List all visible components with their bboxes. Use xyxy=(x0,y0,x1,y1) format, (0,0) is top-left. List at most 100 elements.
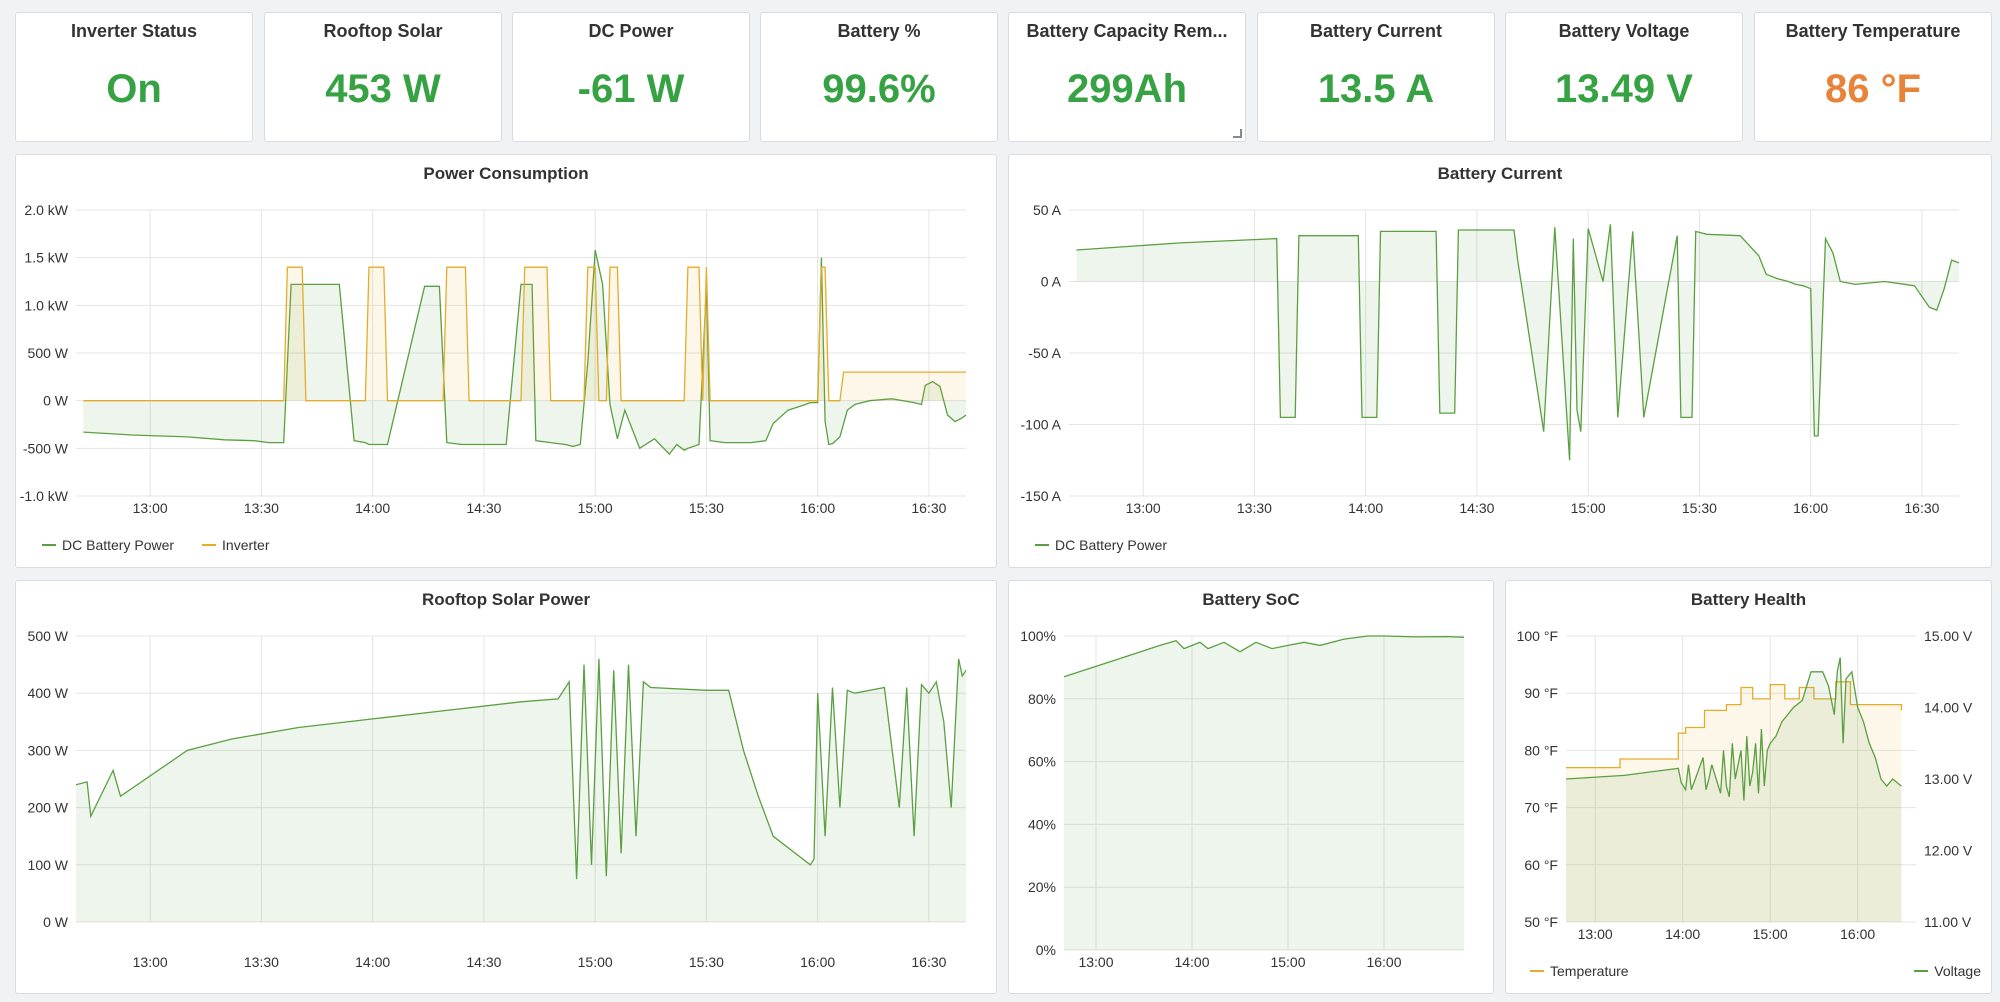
y-tick-label: 60% xyxy=(1028,754,1056,770)
x-tick-label: 15:30 xyxy=(689,500,724,516)
y-tick-label: 80% xyxy=(1028,691,1056,707)
y-tick-label: 100% xyxy=(1020,628,1056,644)
legend: Temperature xyxy=(1530,963,1629,979)
series-area xyxy=(1064,636,1464,950)
panel-battery-health[interactable]: Battery Health 50 °F 60 °F 70 °F 80 °F 90 °F… xyxy=(1505,580,1992,994)
y-tick-label: -150 A xyxy=(1021,488,1062,504)
series-area xyxy=(1566,681,1902,922)
stat-value: On xyxy=(106,67,162,111)
stat-title: Battery % xyxy=(837,21,921,41)
stat-battery-temperature[interactable]: Battery Temperature 86 °F xyxy=(1754,12,1992,142)
chart-battery-health[interactable]: 50 °F 60 °F 70 °F 80 °F 90 °F 100 °F 11.00 V 12… xyxy=(1506,581,1993,995)
y2-tick-label: 15.00 V xyxy=(1924,628,1973,644)
y-tick-label: 2.0 kW xyxy=(24,202,68,218)
x-tick-label: 16:00 xyxy=(800,954,835,970)
y-tick-label: 100 W xyxy=(28,857,69,873)
legend: Voltage xyxy=(1914,963,1981,979)
y-tick-label: 500 W xyxy=(28,345,69,361)
legend-item[interactable]: DC Battery Power xyxy=(1055,537,1168,553)
panel-title: Battery Current xyxy=(1437,164,1563,183)
series-line xyxy=(75,658,967,880)
chart-battery-current[interactable]: -150 A -100 A -50 A 0 A 50 A 13:00 13:30 14:00 1… xyxy=(1009,155,1993,569)
x-tick-label: 16:30 xyxy=(911,954,946,970)
x-tick-label: 15:00 xyxy=(1270,954,1305,970)
stat-value: 99.6% xyxy=(822,67,936,111)
stat-value: 453 W xyxy=(325,67,441,111)
panel-title: Battery SoC xyxy=(1202,590,1300,609)
y2-tick-label: 11.00 V xyxy=(1924,914,1972,930)
panel-battery-current[interactable]: Battery Current -150 A -100 A -50 A 0 A 50 A… xyxy=(1008,154,1992,568)
stat-battery-percent[interactable]: Battery % 99.6% xyxy=(760,12,998,142)
x-tick-label: 16:30 xyxy=(1904,500,1939,516)
stat-battery-voltage[interactable]: Battery Voltage 13.49 V xyxy=(1505,12,1743,142)
stat-value: 299Ah xyxy=(1066,67,1188,111)
chart-power-consumption[interactable]: -1.0 kW -500 W 0 W 500 W 1.0 kW 1.5 kW 2.0 kW 1… xyxy=(16,155,998,569)
panel-title: Rooftop Solar Power xyxy=(421,590,591,609)
stat-inverter-status[interactable]: Inverter Status On xyxy=(15,12,253,142)
panel-title: Battery Health xyxy=(1690,590,1807,609)
stat-title: Inverter Status xyxy=(70,21,198,41)
x-tick-label: 14:30 xyxy=(466,954,501,970)
y-tick-label: 0 W xyxy=(43,393,69,409)
legend-item[interactable]: Inverter xyxy=(222,537,270,553)
x-tick-label: 15:00 xyxy=(578,500,613,516)
series-line xyxy=(83,249,967,456)
stat-value: 13.5 A xyxy=(1317,67,1435,111)
x-tick-label: 13:30 xyxy=(244,954,279,970)
series-line xyxy=(83,266,966,402)
panel-power-consumption[interactable]: Power Consumption -1.0 kW -500 W 0 W 500 W 1… xyxy=(15,154,997,568)
y-tick-label: -1.0 kW xyxy=(20,488,69,504)
y2-tick-label: 14.00 V xyxy=(1924,700,1973,716)
series-line xyxy=(1076,224,1960,461)
legend-item[interactable]: Voltage xyxy=(1934,963,1981,979)
y-tick-label: 50 °F xyxy=(1524,914,1558,930)
y-tick-label: 300 W xyxy=(28,742,69,758)
legend-swatch xyxy=(1914,970,1929,972)
panel-rooftop-solar[interactable]: Rooftop Solar Power 0 W 100 W 200 W 300 W 40… xyxy=(15,580,997,994)
panel-battery-soc[interactable]: Battery SoC 0% 20% 40% 60% 80% 100% 13:00 14:00… xyxy=(1008,580,1494,994)
y-tick-label: 1.0 kW xyxy=(24,297,68,313)
y-tick-label: 90 °F xyxy=(1524,685,1558,701)
x-tick-label: 14:00 xyxy=(1665,926,1700,942)
x-tick-label: 13:00 xyxy=(1078,954,1113,970)
x-tick-label: 15:30 xyxy=(1682,500,1717,516)
y-tick-label: -500 W xyxy=(23,440,69,456)
stat-battery-current[interactable]: Battery Current 13.5 A xyxy=(1257,12,1495,142)
series-line xyxy=(1565,657,1902,801)
x-tick-label: 13:00 xyxy=(1578,926,1613,942)
x-tick-label: 13:00 xyxy=(133,954,168,970)
x-tick-label: 13:30 xyxy=(1237,500,1272,516)
x-tick-label: 16:00 xyxy=(800,500,835,516)
x-tick-label: 14:30 xyxy=(466,500,501,516)
series-line xyxy=(1063,635,1465,678)
x-tick-label: 16:00 xyxy=(1793,500,1828,516)
legend-swatch xyxy=(202,544,217,546)
legend: DC Battery Power Inverter xyxy=(42,537,270,553)
x-tick-label: 13:00 xyxy=(133,500,168,516)
stat-battery-capacity[interactable]: Battery Capacity Rem... 299Ah xyxy=(1008,12,1246,142)
y-tick-label: 0 W xyxy=(43,914,69,930)
stat-dc-power[interactable]: DC Power -61 W xyxy=(512,12,750,142)
series-area xyxy=(1076,224,1959,461)
stat-title: Battery Temperature xyxy=(1785,21,1961,41)
stat-title: Battery Voltage xyxy=(1558,21,1690,41)
legend-swatch xyxy=(42,544,56,546)
y-tick-label: 50 A xyxy=(1033,202,1062,218)
x-tick-label: 16:00 xyxy=(1366,954,1401,970)
y-tick-label: 0% xyxy=(1036,942,1056,958)
y-tick-label: 40% xyxy=(1028,816,1056,832)
y-tick-label: 500 W xyxy=(28,628,69,644)
stat-title: Battery Current xyxy=(1309,21,1443,41)
resize-handle[interactable] xyxy=(1233,129,1242,138)
stat-rooftop-solar[interactable]: Rooftop Solar 453 W xyxy=(264,12,502,142)
y-tick-label: 400 W xyxy=(28,685,69,701)
legend-item[interactable]: Temperature xyxy=(1550,963,1629,979)
x-tick-label: 14:00 xyxy=(1174,954,1209,970)
x-tick-label: 14:00 xyxy=(1348,500,1383,516)
stat-title: DC Power xyxy=(588,21,674,41)
chart-battery-soc[interactable]: 0% 20% 40% 60% 80% 100% 13:00 14:00 15:00 16:00 xyxy=(1009,581,1495,995)
series-area xyxy=(76,658,966,922)
y-tick-label: -100 A xyxy=(1021,417,1062,433)
legend-item[interactable]: DC Battery Power xyxy=(62,537,175,553)
chart-rooftop-solar[interactable]: 0 W 100 W 200 W 300 W 400 W 500 W 13:00 13:30 14… xyxy=(16,581,998,995)
